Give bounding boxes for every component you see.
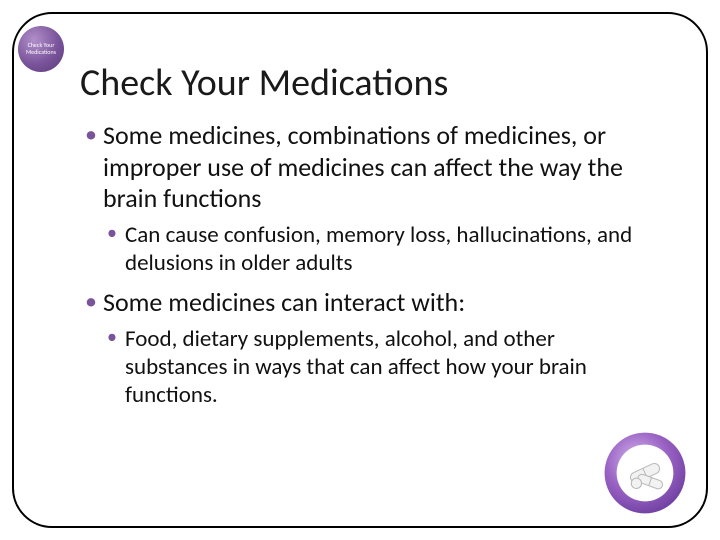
slide-body: Some medicines, combinations of medicine… bbox=[85, 120, 660, 419]
slide: Check Your Medications Check Your Medica… bbox=[0, 0, 720, 540]
bullet-lvl1: Some medicines can interact with: bbox=[85, 287, 660, 319]
bullet-lvl2: Can cause confusion, memory loss, halluc… bbox=[85, 221, 660, 277]
thumbnail-line2: Medications bbox=[26, 49, 56, 56]
pills-icon bbox=[602, 430, 688, 516]
bullet-lvl1: Some medicines, combinations of medicine… bbox=[85, 120, 660, 215]
bullet-lvl2: Food, dietary supplements, alcohol, and … bbox=[85, 325, 660, 409]
slide-title: Check Your Medications bbox=[80, 60, 448, 106]
thumbnail-badge: Check Your Medications bbox=[18, 26, 64, 72]
